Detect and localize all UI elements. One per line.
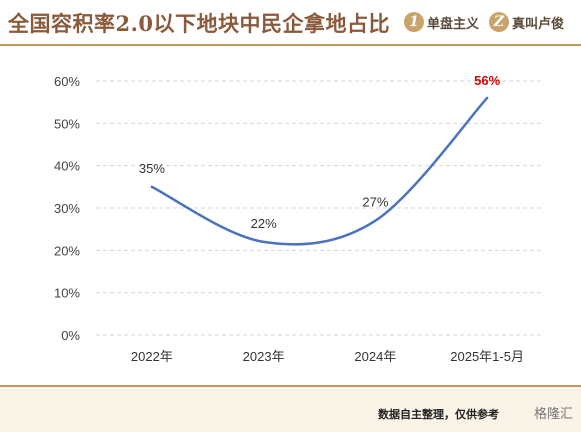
- line-chart: 0% 10% 20% 30% 40% 50% 60% 2022年 2023年 2024年 2025年…: [54, 73, 543, 364]
- y-tick-label: 10%: [54, 286, 80, 301]
- y-tick-label: 40%: [54, 159, 80, 174]
- header: 全国容积率2.0以下地块中民企拿地占比 1 单盘主义 Z 真叫卢俊: [0, 0, 581, 44]
- chart-area: 0% 10% 20% 30% 40% 50% 60% 2022年 2023年 2024年 2025年…: [0, 46, 581, 386]
- watermark: 格隆汇: [533, 407, 573, 422]
- header-divider: [0, 44, 581, 46]
- y-tick-label: 30%: [54, 201, 80, 216]
- x-tick-label: 2022年: [131, 349, 173, 364]
- brand-logo-icon: Z: [489, 12, 509, 32]
- brand-name: 真叫卢俊: [512, 16, 565, 32]
- brand-name: 单盘主义: [427, 16, 480, 32]
- x-tick-label: 2023年: [243, 349, 285, 364]
- y-tick-label: 20%: [54, 243, 80, 258]
- source-note: 数据自主整理，仅供参考: [378, 408, 499, 421]
- data-label: 56%: [474, 73, 500, 88]
- data-label: 35%: [139, 161, 165, 176]
- brand-zhen-jiao-lu-jun: Z 真叫卢俊: [489, 12, 564, 32]
- brand-logo-icon: 1: [404, 12, 424, 32]
- brand-dan-pan-zhu-yi: 1 单盘主义: [404, 12, 479, 32]
- x-tick-label: 2025年1-5月: [450, 349, 524, 364]
- y-tick-label: 0%: [61, 328, 80, 343]
- data-label: 27%: [362, 195, 388, 210]
- footer: 数据自主整理，仅供参考 格隆汇: [0, 387, 581, 432]
- y-tick-label: 60%: [54, 74, 80, 89]
- y-tick-label: 50%: [54, 116, 80, 131]
- page-title: 全国容积率2.0以下地块中民企拿地占比: [8, 11, 391, 36]
- footer-divider: [0, 385, 581, 387]
- x-tick-label: 2024年: [354, 349, 396, 364]
- data-label: 22%: [251, 216, 277, 231]
- series-line: [150, 96, 489, 246]
